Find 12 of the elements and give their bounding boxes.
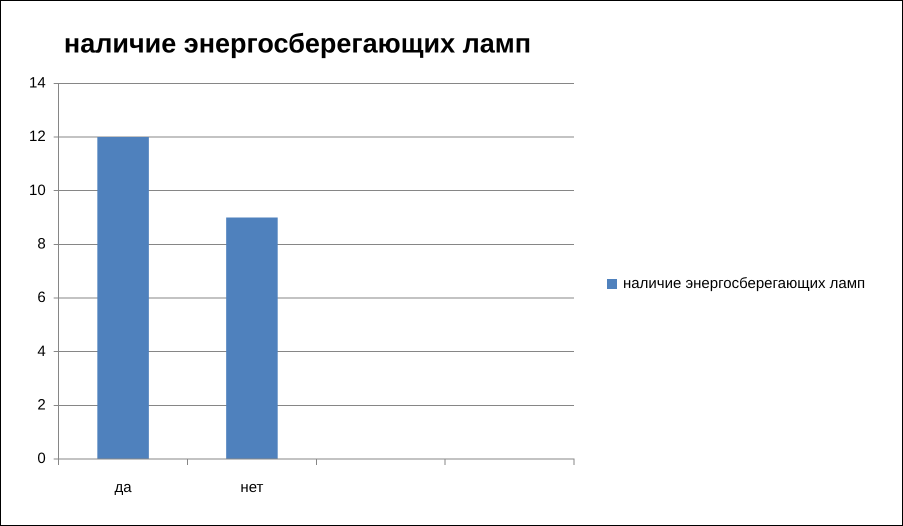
y-tick-label: 10 — [28, 182, 46, 199]
y-tick-label: 8 — [37, 236, 46, 253]
y-tick-label: 12 — [28, 128, 46, 146]
y-tick-label: 4 — [37, 342, 46, 360]
y-tick-label: 6 — [37, 289, 46, 306]
y-tick-label: 0 — [37, 450, 46, 468]
legend-label: наличие энергосберегающих ламп — [623, 274, 866, 294]
y-tick-label: 14 — [28, 74, 46, 92]
chart-title: наличие энергосберегающих ламп — [64, 28, 532, 59]
y-tick-label: 2 — [37, 396, 46, 414]
x-tick-label: нет — [240, 479, 264, 496]
x-tick-label: да — [114, 479, 132, 496]
